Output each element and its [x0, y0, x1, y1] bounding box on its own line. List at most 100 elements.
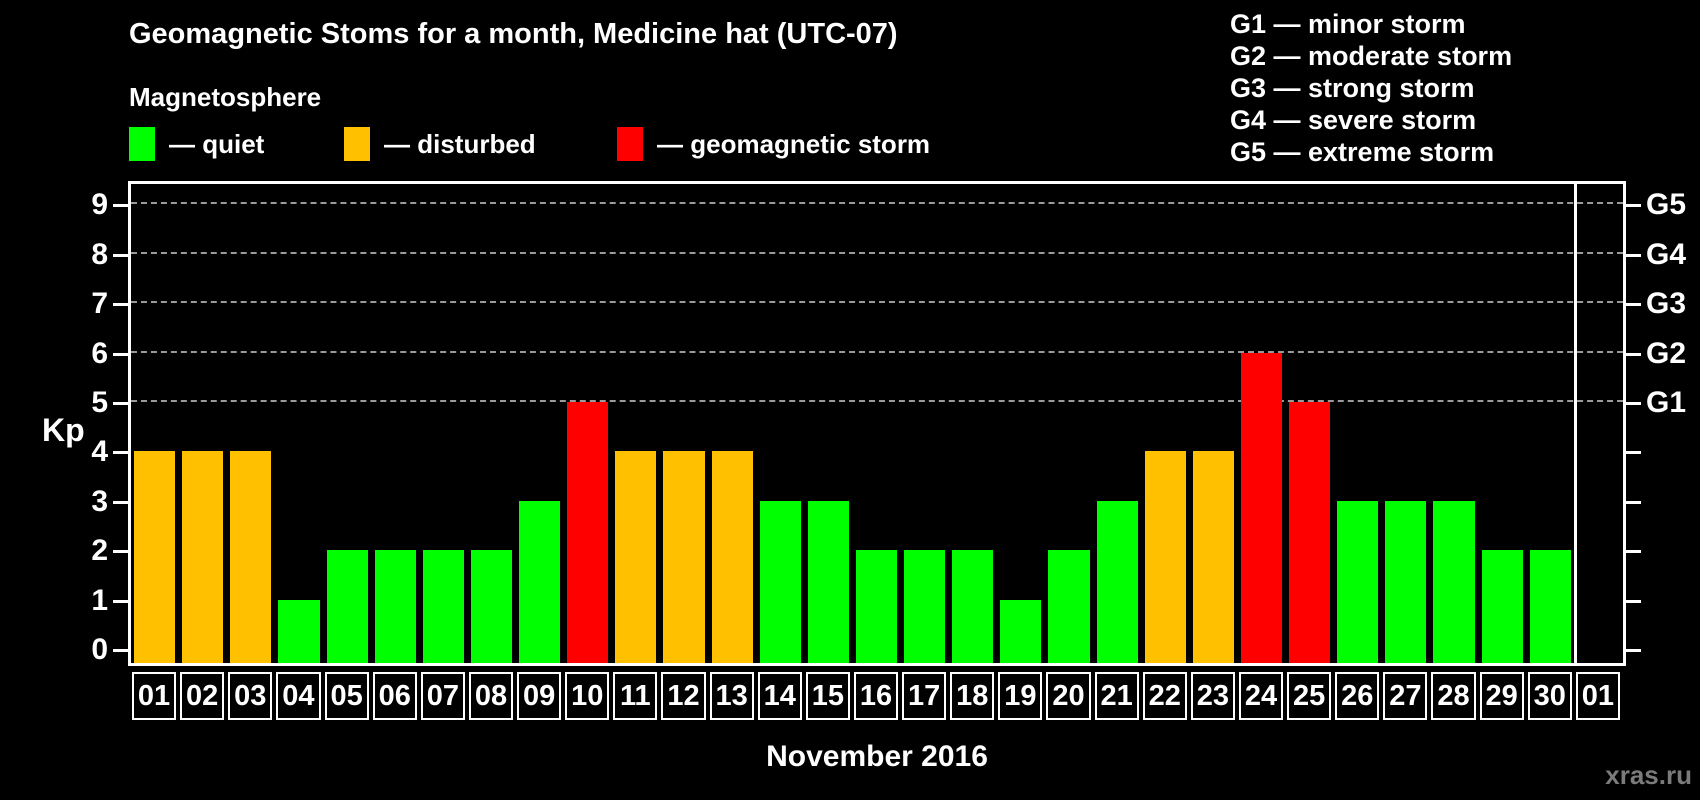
g-legend-line: G2 — moderate storm [1230, 41, 1513, 71]
y-axis-tick-right [1626, 599, 1641, 603]
day-cell-02: 02 [180, 672, 225, 720]
y-axis-tick-label: 7 [91, 287, 108, 321]
bar-day-12 [663, 451, 705, 663]
y-axis-tick-right [1626, 204, 1641, 208]
day-cell-17: 17 [902, 672, 947, 720]
y-axis-tick-label: 3 [91, 484, 108, 518]
day-cell-11: 11 [613, 672, 658, 720]
day-cell-27: 27 [1383, 672, 1428, 720]
day-cell-26: 26 [1335, 672, 1380, 720]
bar-day-17 [904, 550, 946, 663]
g-legend-line: G4 — severe storm [1230, 105, 1477, 135]
bar-day-21 [1096, 500, 1138, 663]
disturbed-swatch-icon [344, 127, 370, 161]
day-cell-15: 15 [805, 672, 850, 720]
bar-day-02 [182, 451, 224, 663]
g-axis-label-g3: G3 [1646, 287, 1687, 321]
gridline-kp6 [131, 350, 1623, 353]
bar-day-23 [1192, 451, 1234, 663]
g-axis-label-g1: G1 [1646, 386, 1687, 419]
legend-label: — disturbed [384, 128, 536, 159]
y-axis-tick-left [113, 352, 128, 356]
bar-day-18 [952, 550, 994, 663]
gridline-kp7 [131, 301, 1623, 304]
y-axis-tick-label: 0 [91, 633, 108, 666]
g-axis-label-g2: G2 [1646, 336, 1687, 370]
y-axis-tick-right [1626, 500, 1641, 504]
bar-day-05 [326, 550, 368, 663]
page-title: Geomagnetic Stoms for a month, Medicine … [129, 18, 898, 50]
day-cell-07: 07 [420, 672, 465, 720]
y-axis-tick-left [113, 253, 128, 257]
gridline-kp9 [131, 202, 1623, 205]
bar-day-03 [230, 451, 272, 663]
day-cell-16: 16 [853, 672, 899, 720]
y-axis-tick-label: 1 [91, 583, 108, 617]
y-axis-tick-label: 8 [91, 237, 108, 271]
bar-day-15 [807, 500, 849, 663]
y-axis-tick-label: 2 [91, 534, 108, 568]
y-axis-tick-label: 9 [91, 188, 108, 222]
bar-day-08 [470, 550, 513, 663]
g-legend-line: G1 — minor storm [1230, 9, 1466, 39]
g-legend-line: G3 — strong storm [1230, 73, 1475, 103]
day-cell-19: 19 [998, 672, 1043, 720]
bar-day-19 [1000, 599, 1042, 663]
bar-day-07 [422, 550, 464, 663]
legend-item-quiet: — quiet [129, 124, 264, 164]
watermark: xras.ru [1605, 760, 1692, 790]
day-cell-04: 04 [276, 672, 321, 720]
bar-day-13 [711, 451, 753, 663]
bar-day-29 [1481, 550, 1523, 663]
bar-day-30 [1529, 550, 1571, 663]
y-axis-tick-label: 5 [91, 386, 108, 419]
y-axis-tick-left [113, 303, 128, 307]
bar-day-11 [615, 451, 657, 663]
day-cell-next-01: 01 [1575, 672, 1620, 720]
storm-swatch-icon [617, 127, 643, 161]
g-axis-label-g4: G4 [1646, 237, 1687, 271]
bar-day-22 [1144, 451, 1186, 663]
day-cell-25: 25 [1287, 672, 1332, 720]
y-axis-tick-right [1626, 649, 1641, 652]
y-axis-tick-right [1626, 253, 1641, 257]
bar-day-01 [134, 451, 176, 663]
bar-day-27 [1385, 500, 1427, 663]
day-cell-22: 22 [1142, 672, 1187, 720]
day-cell-24: 24 [1238, 672, 1284, 720]
day-cell-12: 12 [661, 672, 706, 720]
y-axis-tick-left [113, 402, 128, 405]
day-cell-05: 05 [324, 672, 369, 720]
month-separator-line [1573, 184, 1577, 663]
legend-label: — quiet [169, 128, 265, 159]
day-cell-18: 18 [950, 672, 995, 720]
g-scale-legend: G1 — minor storm G2 — moderate storm G3 — … [1230, 8, 1512, 168]
quiet-swatch-icon [129, 127, 155, 161]
day-cell-14: 14 [757, 672, 802, 720]
x-axis-title: November 2016 [766, 740, 988, 773]
bar-day-26 [1337, 500, 1379, 663]
y-axis-tick-right [1626, 451, 1641, 455]
day-label-row: 01 02 03 04 05 06 07 08 09 10 11 12 13 14 15 16 17 18 19 20… [0, 672, 1700, 720]
day-cell-10: 10 [565, 672, 610, 720]
bar-day-06 [374, 550, 416, 663]
legend-item-disturbed: — disturbed [344, 124, 536, 164]
bar-day-20 [1048, 550, 1090, 663]
bar-day-04 [278, 599, 320, 663]
y-axis-tick-left [113, 451, 128, 455]
color-legend: — quiet — disturbed — geomagnetic storm [0, 124, 1100, 164]
gridline-kp8 [131, 251, 1623, 254]
day-cell-06: 06 [372, 672, 417, 720]
day-cell-20: 20 [1046, 672, 1091, 720]
bar-day-24 [1240, 352, 1283, 663]
g-axis-label-g5: G5 [1646, 188, 1687, 222]
y-axis-tick-left [113, 500, 128, 504]
y-axis-tick-left [113, 550, 128, 554]
magnetosphere-subtitle: Magnetosphere [129, 82, 322, 112]
day-cell-01: 01 [132, 672, 177, 720]
legend-label: — geomagnetic storm [657, 128, 931, 159]
y-axis-tick-right [1626, 550, 1641, 554]
gridline-kp5 [131, 400, 1623, 402]
day-cell-03: 03 [228, 672, 273, 720]
bar-day-25 [1289, 402, 1331, 663]
